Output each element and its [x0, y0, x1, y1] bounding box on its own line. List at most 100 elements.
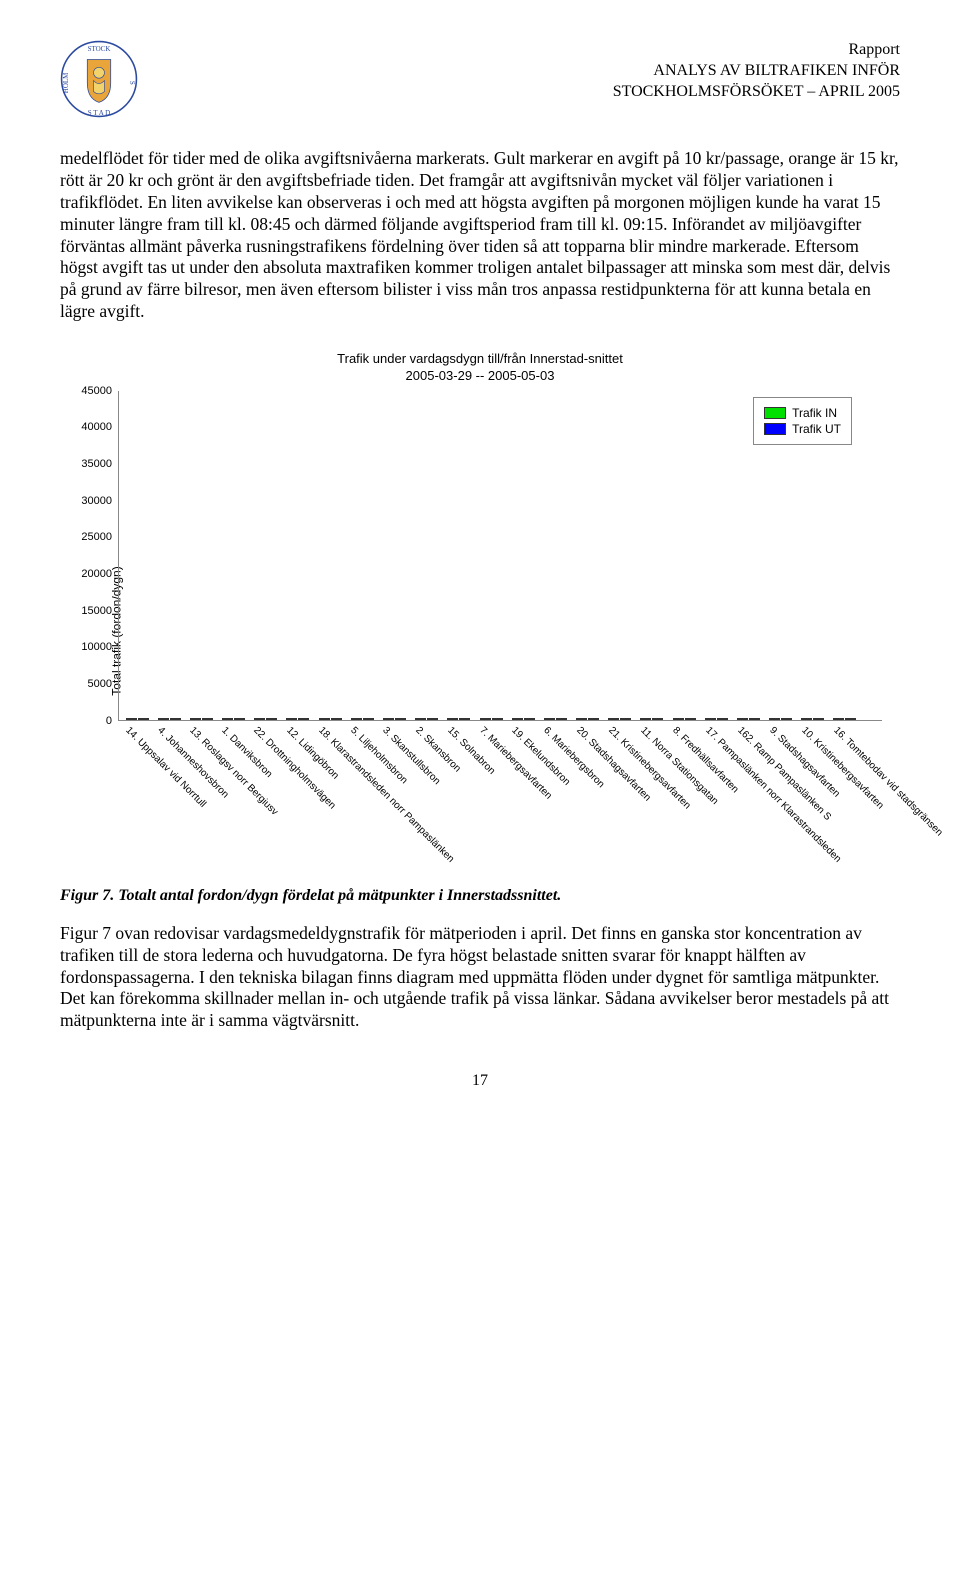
x-label: 19. Ekelundsbron — [509, 725, 572, 788]
bar-ut — [620, 718, 631, 720]
page-number: 17 — [60, 1072, 900, 1090]
bar-ut — [845, 718, 856, 720]
bar-in — [737, 718, 748, 720]
bar-in — [351, 718, 362, 720]
chart-title-line1: Trafik under vardagsdygn till/från Inner… — [337, 351, 623, 366]
x-labels: 14. Uppsalav vid Norrtull4. Johanneshovs… — [118, 721, 882, 871]
y-tick: 30000 — [81, 495, 112, 507]
bar-in — [608, 718, 619, 720]
bar-ut — [170, 718, 181, 720]
bar-in — [319, 718, 330, 720]
legend-row-ut: Trafik UT — [764, 422, 841, 436]
bar-ut — [202, 718, 213, 720]
bar-group — [254, 718, 277, 720]
chart-container: Trafik under vardagsdygn till/från Inner… — [60, 351, 900, 871]
bar-in — [222, 718, 233, 720]
city-crest-icon: STOCK S T A D HOLM S — [60, 40, 138, 118]
chart-legend: Trafik IN Trafik UT — [753, 397, 852, 445]
bar-ut — [781, 718, 792, 720]
legend-swatch-in — [764, 407, 786, 419]
bar-in — [190, 718, 201, 720]
bar-in — [158, 718, 169, 720]
bar-group — [512, 718, 535, 720]
bar-ut — [298, 718, 309, 720]
bar-ut — [749, 718, 760, 720]
bar-ut — [395, 718, 406, 720]
paragraph-1: medelflödet för tider med de olika avgif… — [60, 148, 900, 323]
bar-group — [415, 718, 438, 720]
paragraph-2: Figur 7 ovan redovisar vardagsmedeldygns… — [60, 923, 900, 1032]
bar-group — [833, 718, 856, 720]
svg-text:HOLM: HOLM — [62, 72, 70, 93]
bar-in — [576, 718, 587, 720]
x-label: 5. Liljeholmsbron — [348, 725, 409, 786]
bar-group — [286, 718, 309, 720]
figure-caption: Figur 7. Totalt antal fordon/dygn fördel… — [60, 887, 900, 905]
bar-group — [480, 718, 503, 720]
report-label: Rapport — [613, 40, 900, 61]
bar-group — [126, 718, 149, 720]
bar-group — [705, 718, 728, 720]
bar-ut — [492, 718, 503, 720]
y-tick: 25000 — [81, 531, 112, 543]
legend-label-ut: Trafik UT — [792, 422, 841, 436]
bar-ut — [652, 718, 663, 720]
bar-group — [737, 718, 760, 720]
bar-in — [126, 718, 137, 720]
bar-group — [190, 718, 213, 720]
y-tick: 35000 — [81, 458, 112, 470]
y-tick: 45000 — [81, 385, 112, 397]
bar-in — [801, 718, 812, 720]
bar-ut — [266, 718, 277, 720]
bar-group — [222, 718, 245, 720]
bar-group — [447, 718, 470, 720]
legend-label-in: Trafik IN — [792, 406, 837, 420]
bar-ut — [363, 718, 374, 720]
bar-group — [544, 718, 567, 720]
bar-ut — [427, 718, 438, 720]
legend-row-in: Trafik IN — [764, 406, 841, 420]
bar-in — [833, 718, 844, 720]
bar-in — [769, 718, 780, 720]
y-tick: 40000 — [81, 421, 112, 433]
chart-box: Total trafik (fordon/dygn) 0500010000150… — [60, 391, 900, 871]
x-label: 3. Skanstullsbron — [381, 725, 443, 787]
svg-text:S: S — [128, 81, 136, 85]
bar-group — [769, 718, 792, 720]
bar-group — [640, 718, 663, 720]
header-line2: STOCKHOLMSFÖRSÖKET – APRIL 2005 — [613, 82, 900, 103]
bar-ut — [524, 718, 535, 720]
bar-in — [640, 718, 651, 720]
bar-ut — [685, 718, 696, 720]
bar-in — [415, 718, 426, 720]
bar-group — [158, 718, 181, 720]
page-header: STOCK S T A D HOLM S Rapport ANALYS AV B… — [60, 40, 900, 118]
bar-in — [512, 718, 523, 720]
y-ticks: 0500010000150002000025000300003500040000… — [78, 391, 116, 721]
bar-group — [673, 718, 696, 720]
bar-group — [576, 718, 599, 720]
bar-in — [286, 718, 297, 720]
svg-text:STOCK: STOCK — [88, 45, 111, 53]
bar-group — [351, 718, 374, 720]
bar-in — [705, 718, 716, 720]
y-tick: 10000 — [81, 641, 112, 653]
bar-ut — [234, 718, 245, 720]
svg-text:S T A D: S T A D — [88, 109, 111, 117]
legend-swatch-ut — [764, 423, 786, 435]
y-tick: 20000 — [81, 568, 112, 580]
chart-title-line2: 2005-03-29 -- 2005-05-03 — [406, 368, 555, 383]
bar-in — [480, 718, 491, 720]
bar-ut — [331, 718, 342, 720]
bar-group — [801, 718, 824, 720]
bar-ut — [588, 718, 599, 720]
header-line1: ANALYS AV BILTRAFIKEN INFÖR — [613, 61, 900, 82]
bar-in — [447, 718, 458, 720]
y-tick: 5000 — [88, 678, 112, 690]
header-text: Rapport ANALYS AV BILTRAFIKEN INFÖR STOC… — [613, 40, 900, 102]
bar-ut — [813, 718, 824, 720]
bar-in — [254, 718, 265, 720]
bar-group — [319, 718, 342, 720]
bar-ut — [138, 718, 149, 720]
y-tick: 15000 — [81, 605, 112, 617]
